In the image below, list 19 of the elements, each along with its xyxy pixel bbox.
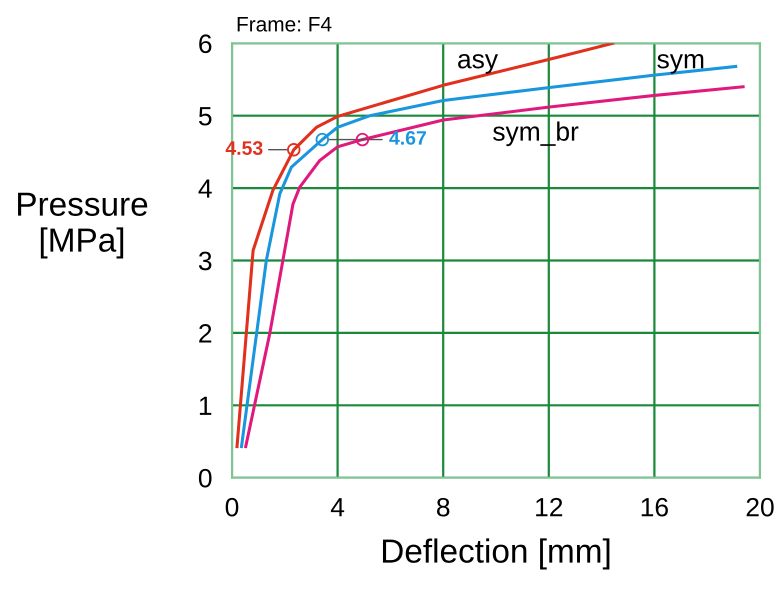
x-tick-label: 16 (642, 498, 668, 517)
y-tick-label: 1 (200, 396, 212, 415)
y-tick-label: 6 (199, 34, 212, 54)
x-tick-label: 20 (746, 498, 774, 517)
y-tick-label: 3 (198, 252, 212, 270)
x-tick-label: 12 (536, 498, 562, 516)
y-tick-label: 0 (198, 468, 212, 488)
x-tick-label: 4 (330, 498, 344, 516)
y-axis-title: Pressure [MPa] (18, 192, 148, 258)
y-tick-label: 4 (198, 180, 212, 198)
x-axis-title: Deflection [mm] (382, 538, 610, 570)
y-tick-label: 5 (198, 107, 212, 126)
annotation: 4.67 (389, 131, 426, 145)
series-label: asy (458, 54, 498, 74)
series-label: sym (657, 54, 704, 74)
x-tick-label: 0 (226, 498, 238, 517)
y-tick-label: 2 (199, 324, 212, 342)
x-tick-label: 8 (437, 498, 450, 517)
chart-title: Frame: F4 (238, 17, 332, 32)
